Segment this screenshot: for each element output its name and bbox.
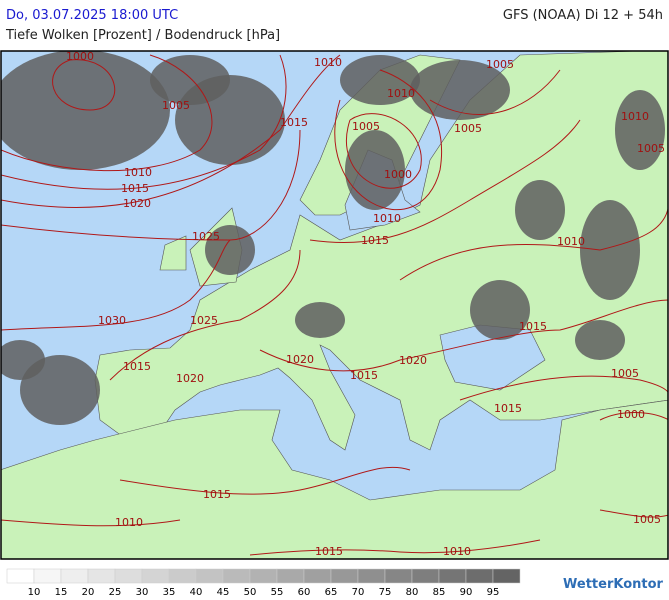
subtitle: Tiefe Wolken [Prozent] / Bodendruck [hPa…	[5, 28, 280, 43]
isobar-label: 1015	[123, 360, 151, 373]
isobar-label: 1000	[66, 50, 94, 63]
legend-tick-label: 85	[433, 587, 446, 598]
legend: 10 15 20 25 30 35 40 45 50 55 60 65 70 75 80 85 90 95	[6, 568, 521, 598]
isobar-label: 1010	[314, 56, 342, 69]
legend-tick-label: 55	[271, 587, 284, 598]
legend-swatch	[249, 568, 278, 584]
isobar-label: 1015	[519, 320, 547, 333]
legend-tick-label: 35	[163, 587, 176, 598]
legend-tick-label: 20	[82, 587, 95, 598]
isobar-label: 1010	[387, 87, 415, 100]
brand: WetterKontor	[563, 577, 664, 592]
isobar-label: 1015	[315, 545, 343, 558]
legend-swatch	[6, 568, 35, 584]
isobar-label: 1020	[176, 372, 204, 385]
isobar-label: 1005	[611, 367, 639, 380]
isobar-label: 1010	[373, 212, 401, 225]
isobar-label: 1015	[280, 116, 308, 129]
legend-tick-label: 80	[406, 587, 419, 598]
legend-swatch	[303, 568, 332, 584]
isobar-label: 1010	[621, 110, 649, 123]
isobar-label: 1000	[384, 168, 412, 181]
isobar-label: 1010	[443, 545, 471, 558]
isobar-label: 1030	[98, 314, 126, 327]
isobar-label: 1005	[637, 142, 665, 155]
isobar-labels: 1000 1005 1010 1015 1020 1025 1030 1025 …	[66, 50, 665, 558]
legend-swatch	[33, 568, 62, 584]
legend-tick-label: 25	[109, 587, 122, 598]
legend-swatch	[330, 568, 359, 584]
clouds	[1, 51, 665, 425]
isobar-label: 1000	[617, 408, 645, 421]
legend-swatch	[222, 568, 251, 584]
legend-tick-label: 50	[244, 587, 257, 598]
legend-swatch	[195, 568, 224, 584]
legend-swatch	[465, 568, 494, 584]
isobar-label: 1015	[361, 234, 389, 247]
legend-swatch	[60, 568, 89, 584]
isobar-label: 1010	[124, 166, 152, 179]
legend-swatch	[411, 568, 440, 584]
isobar-label: 1025	[190, 314, 218, 327]
legend-swatch	[357, 568, 386, 584]
isobar-label: 1015	[494, 402, 522, 415]
legend-swatch	[276, 568, 305, 584]
isobar-label: 1025	[192, 230, 220, 243]
isobar-label: 1020	[286, 353, 314, 366]
isobar-label: 1005	[633, 513, 661, 526]
isobar-label: 1015	[121, 182, 149, 195]
legend-tick-label: 70	[352, 587, 365, 598]
isobar-label: 1005	[454, 122, 482, 135]
map: 1000 1005 1010 1015 1020 1025 1030 1025 …	[0, 50, 669, 560]
legend-tick-label: 10	[28, 587, 41, 598]
legend-tick-label: 15	[55, 587, 68, 598]
datetime: Do, 03.07.2025 18:00 UTC	[6, 8, 178, 23]
land-africa	[1, 399, 668, 559]
isobar-label: 1005	[486, 58, 514, 71]
legend-swatch	[492, 568, 521, 584]
legend-tick-label: 60	[298, 587, 311, 598]
isobar-label: 1020	[399, 354, 427, 367]
isobar-label: 1005	[162, 99, 190, 112]
map-frame	[0, 50, 669, 560]
isobar-label: 1015	[203, 488, 231, 501]
isobar-label: 1015	[350, 369, 378, 382]
legend-tick-label: 90	[460, 587, 473, 598]
isobar-label: 1010	[115, 516, 143, 529]
legend-swatch	[384, 568, 413, 584]
legend-tick-label: 40	[190, 587, 203, 598]
legend-tick-label: 65	[325, 587, 338, 598]
legend-tick-label: 75	[379, 587, 392, 598]
legend-tick-label: 30	[136, 587, 149, 598]
legend-tick-label: 95	[487, 587, 500, 598]
legend-tick-label: 45	[217, 587, 230, 598]
isobar-label: 1005	[352, 120, 380, 133]
isobar-label: 1020	[123, 197, 151, 210]
isobars	[1, 54, 668, 556]
legend-swatch	[114, 568, 143, 584]
legend-swatch	[87, 568, 116, 584]
model: GFS (NOAA) Di 12 + 54h	[503, 8, 663, 23]
isobar-label: 1010	[557, 235, 585, 248]
legend-swatch	[141, 568, 170, 584]
legend-swatch	[168, 568, 197, 584]
legend-swatch	[438, 568, 467, 584]
